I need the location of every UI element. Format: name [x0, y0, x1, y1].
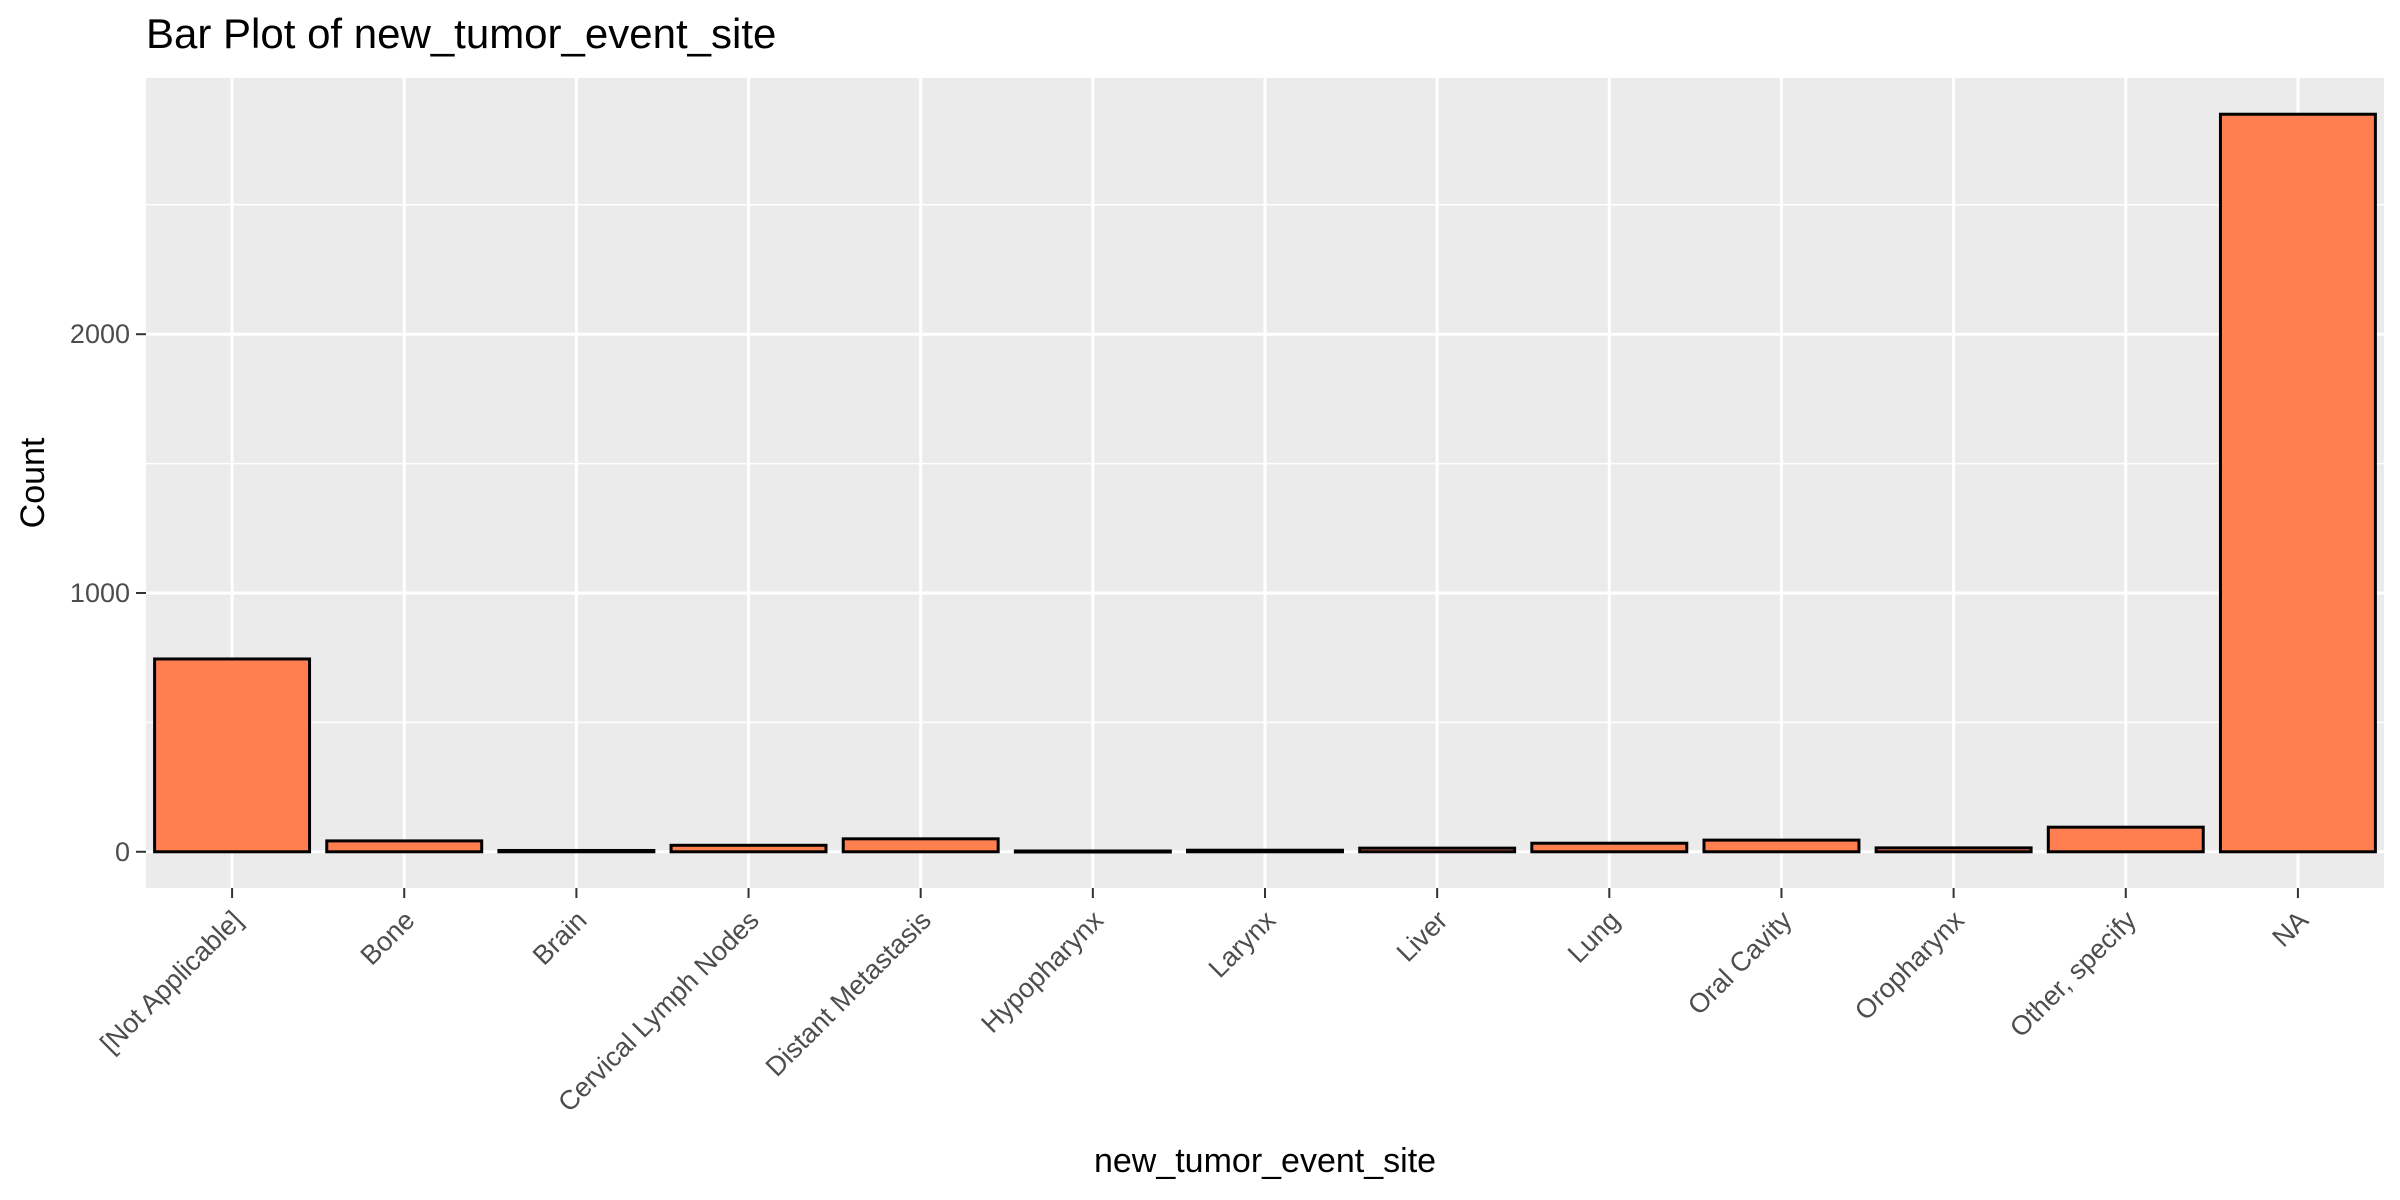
bars	[153, 112, 2377, 854]
x-tick-label: Larynx	[1203, 905, 1282, 984]
x-tick-label: Bone	[355, 905, 421, 971]
y-tick-label: 2000	[70, 319, 130, 349]
y-axis: 0 1000 2000	[70, 319, 146, 867]
x-tick-label: Oral Cavity	[1682, 905, 1798, 1021]
x-tick-label: Oropharynx	[1849, 905, 1970, 1026]
y-tick-label: 1000	[70, 578, 130, 608]
x-tick-label: NA	[2266, 905, 2314, 953]
x-tick-label: Hypopharynx	[975, 905, 1109, 1039]
bar	[1874, 846, 2033, 854]
bar	[2218, 112, 2377, 854]
bar	[497, 848, 656, 854]
bar	[2046, 825, 2205, 854]
x-tick-label: Brain	[527, 905, 593, 971]
bar	[1530, 841, 1689, 854]
bar	[325, 839, 484, 854]
x-tick-label: Other, specify	[2004, 905, 2142, 1043]
y-axis-title: Count	[14, 437, 52, 528]
bar	[669, 843, 828, 854]
chart-title: Bar Plot of new_tumor_event_site	[146, 10, 776, 57]
bar	[1013, 849, 1172, 854]
x-tick-label: Lung	[1562, 905, 1626, 969]
bar	[1702, 838, 1861, 854]
bar	[1186, 848, 1344, 854]
bar	[153, 657, 312, 854]
x-tick-label: Liver	[1391, 905, 1454, 968]
x-axis-title: new_tumor_event_site	[1094, 1142, 1436, 1180]
x-tick-label: Cervical Lymph Nodes	[552, 905, 765, 1118]
y-tick-label: 0	[115, 837, 130, 867]
bar	[1358, 846, 1517, 854]
bar	[841, 837, 1000, 854]
x-tick-label: Distant Metastasis	[760, 905, 937, 1082]
x-tick-label: [Not Applicable]	[94, 905, 248, 1059]
